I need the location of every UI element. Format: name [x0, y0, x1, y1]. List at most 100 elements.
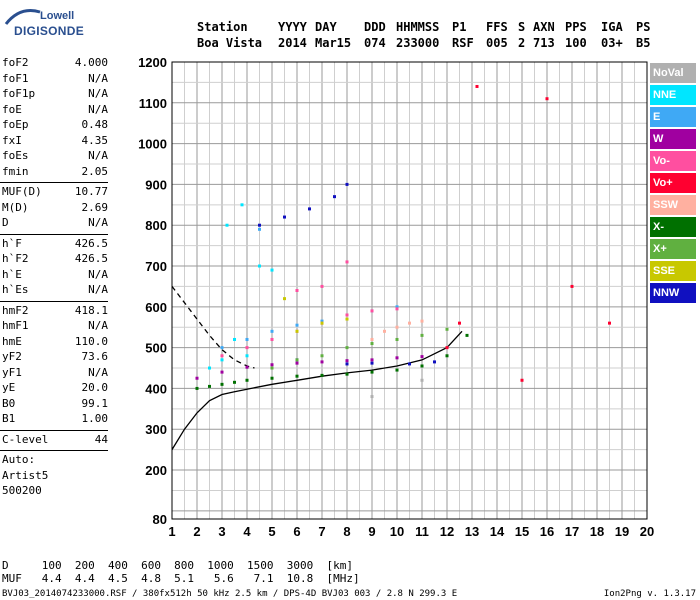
data-point: [245, 378, 249, 382]
data-point: [345, 362, 349, 366]
param-key: Artist5: [2, 468, 49, 482]
header-row1-cell: HHMMSS: [396, 20, 440, 34]
data-point: [395, 307, 399, 311]
x-tick-label: 5: [268, 524, 275, 539]
lowell-digisonde-logo: Lowell DIGISONDE: [2, 4, 92, 44]
x-tick-label: 20: [640, 524, 654, 539]
header-row1-cell: PS: [636, 20, 651, 34]
header-row1-cell: YYYY: [278, 20, 307, 34]
data-point: [270, 268, 274, 272]
param-row: M(D) 2.69: [0, 201, 112, 217]
x-tick-label: 14: [490, 524, 505, 539]
data-point: [283, 297, 286, 301]
data-point: [245, 365, 249, 369]
y-tick-label: 400: [145, 381, 167, 396]
data-point: [295, 361, 299, 365]
data-point: [320, 284, 324, 288]
param-value: 4.35: [81, 133, 109, 147]
param-value: 10.77: [74, 185, 108, 198]
data-point: [345, 346, 349, 350]
header-row2-cell: B5: [636, 36, 651, 50]
y-tick-label: 1000: [138, 137, 167, 152]
param-key: fxI: [2, 133, 22, 147]
header-row2-cell: 2014: [278, 36, 307, 50]
x-tick-label: 13: [465, 524, 479, 539]
param-key: C-level: [2, 432, 49, 446]
param-key: hmF2: [2, 303, 29, 317]
data-point: [383, 329, 386, 333]
data-point: [295, 374, 299, 378]
param-value: 426.5: [74, 252, 108, 265]
y-tick-label: 700: [145, 259, 167, 274]
param-key: h`Es: [2, 283, 29, 296]
param-row: MUF(D) 10.77: [0, 185, 112, 201]
param-key: h`F: [2, 236, 22, 250]
x-tick-label: 19: [615, 524, 629, 539]
param-row: foF1p N/A: [0, 87, 112, 103]
header-row2-cell: 713: [533, 36, 555, 50]
data-point: [245, 354, 249, 358]
param-value: N/A: [88, 365, 108, 379]
data-point: [295, 323, 299, 327]
legend-item: X+: [650, 239, 696, 259]
scaled-parameters-panel: foF2 4.000 foF1 N/A foF1p N/A foE N/A foEp 0.48 fx…: [0, 56, 112, 500]
y-tick-label: 500: [145, 341, 167, 356]
param-row: yF2 73.6: [0, 350, 112, 366]
param-row: foEs N/A: [0, 149, 112, 165]
legend-item: Vo+: [650, 173, 696, 193]
data-point: [320, 321, 324, 325]
data-point: [220, 358, 224, 362]
data-point: [545, 97, 549, 101]
legend-item: X-: [650, 217, 696, 237]
data-point: [445, 354, 449, 358]
data-point: [270, 366, 274, 370]
data-point: [220, 354, 224, 358]
x-tick-label: 2: [193, 524, 200, 539]
data-point: [240, 203, 244, 207]
param-value: 73.6: [81, 350, 109, 363]
data-point: [420, 364, 424, 368]
header-row1-cell: Station: [197, 20, 248, 34]
param-separator: [0, 182, 108, 183]
data-point: [465, 333, 469, 337]
param-row: hmF1 N/A: [0, 319, 112, 335]
data-point: [395, 368, 399, 372]
param-key: B0: [2, 396, 16, 410]
param-value: 426.5: [74, 236, 108, 250]
param-value: 44: [94, 432, 108, 446]
data-point: [220, 382, 224, 386]
param-row: fxI 4.35: [0, 134, 112, 150]
param-key: M(D): [2, 200, 29, 214]
y-tick-label: 80: [153, 512, 167, 527]
param-row: yE 20.0: [0, 381, 112, 397]
param-value: N/A: [88, 283, 108, 296]
header-row2-cell: Mar15: [315, 36, 352, 50]
legend-item: W: [650, 129, 696, 149]
logo-line1: Lowell: [40, 10, 75, 22]
data-point: [370, 358, 374, 362]
data-point: [408, 321, 411, 325]
param-row: h`E N/A: [0, 268, 112, 284]
data-point: [208, 384, 211, 388]
header-row1-cell: FFS: [486, 20, 508, 34]
param-value: 99.1: [81, 396, 109, 410]
data-point: [433, 360, 436, 364]
data-point: [320, 360, 324, 364]
plot-frame: [171, 61, 648, 520]
param-key: Auto:: [2, 453, 36, 466]
param-separator: [0, 233, 108, 235]
param-row: B1 1.00: [0, 412, 112, 428]
data-point: [395, 337, 399, 341]
x-tick-label: 4: [243, 524, 251, 539]
chart-legend: NoVal NNE E W Vo- Vo+ SSW X- X+ SSE NNW: [650, 63, 696, 305]
data-point: [345, 313, 349, 317]
param-row: yF1 N/A: [0, 366, 112, 382]
data-point: [270, 376, 274, 380]
data-point: [233, 337, 236, 341]
header-row2-cell: 100: [565, 36, 587, 50]
param-key: 500200: [2, 484, 42, 497]
param-value: N/A: [88, 319, 108, 332]
data-point: [608, 321, 611, 325]
header-row1-cell: IGA: [601, 20, 623, 34]
param-key: foF1p: [2, 87, 36, 100]
